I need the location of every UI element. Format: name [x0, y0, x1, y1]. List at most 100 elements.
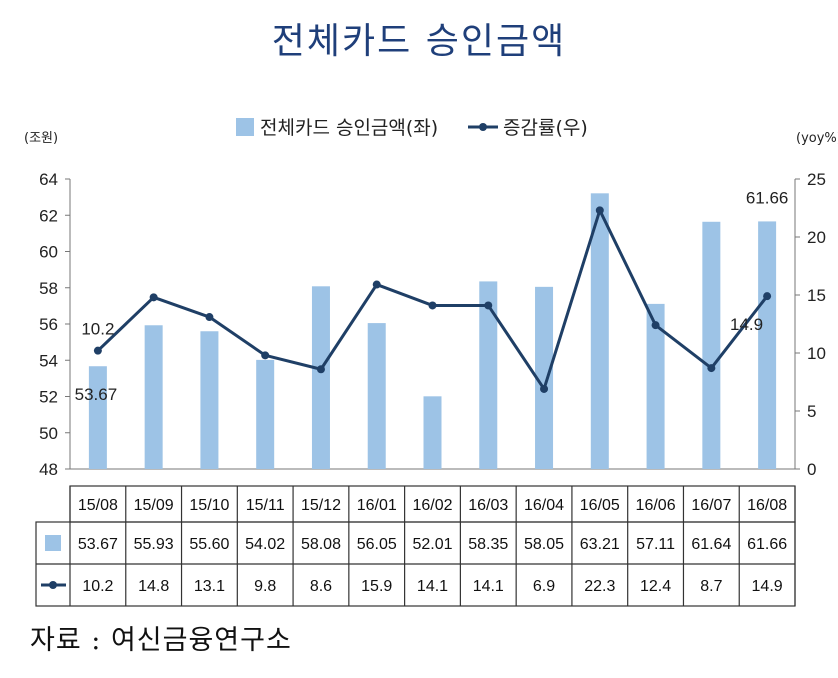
table-bar-value: 58.08 [301, 536, 341, 553]
table-bar-value: 53.67 [78, 536, 118, 553]
legend-line-marker [479, 123, 487, 131]
table-header-cell: 16/05 [580, 497, 620, 514]
table-header-cell: 16/06 [636, 497, 676, 514]
line-marker [707, 364, 716, 373]
left-tick-label: 58 [39, 279, 58, 298]
left-tick-label: 52 [39, 388, 58, 407]
legend-bar-label: 전체카드 승인금액(좌) [260, 117, 438, 139]
right-tick-label: 10 [807, 344, 826, 363]
data-table: 15/08 53.67 10.2 15/09 55.93 14.8 15/10 55.60 13… [35, 485, 796, 607]
table-line-value: 6.9 [533, 578, 555, 595]
bar [646, 303, 665, 469]
left-tick-label: 48 [39, 460, 58, 479]
data-label: 61.66 [746, 188, 789, 207]
table-bar-value: 54.02 [245, 536, 285, 553]
table-line-value: 9.8 [254, 578, 276, 595]
line-marker [316, 365, 325, 374]
source-note: 자료 : 여신금융연구소 [30, 625, 292, 656]
table-header-cell: 16/07 [691, 497, 731, 514]
line-marker [372, 280, 381, 289]
table-bar-value: 55.93 [134, 536, 174, 553]
right-tick-label: 15 [807, 286, 826, 305]
table-header-cell: 15/08 [78, 497, 118, 514]
table-bar-key [45, 535, 61, 551]
table-line-value: 15.9 [361, 578, 392, 595]
table-bar-value: 58.35 [468, 536, 508, 553]
table-line-value: 8.7 [700, 578, 722, 595]
bar [758, 221, 777, 469]
bar [144, 325, 163, 469]
table-line-key-marker [49, 581, 57, 589]
line-marker [763, 292, 772, 301]
data-labels: 53.67 61.66 10.2 14.9 [75, 188, 789, 404]
legend-bar-swatch [236, 118, 254, 136]
bar [590, 193, 609, 469]
chart-title: 전체카드 승인금액 [271, 21, 567, 62]
table-line-value: 14.9 [752, 578, 783, 595]
right-tick-label: 20 [807, 228, 826, 247]
table-bar-value: 61.66 [747, 536, 787, 553]
line-marker [93, 346, 102, 355]
table-header-cell: 15/11 [246, 497, 285, 514]
table-bar-value: 57.11 [636, 536, 675, 553]
bar [367, 323, 386, 469]
bar [702, 221, 721, 469]
table-header-cell: 16/03 [468, 497, 508, 514]
right-axis-unit: (yoy%) [796, 131, 838, 146]
table-header-cell: 16/08 [747, 497, 787, 514]
table-header-cell: 16/02 [412, 497, 452, 514]
left-tick-label: 62 [39, 206, 58, 225]
bar [88, 366, 107, 469]
line-marker [540, 384, 549, 393]
data-label: 14.9 [730, 315, 763, 334]
table-header-cell: 16/04 [524, 497, 564, 514]
table-line-value: 10.2 [82, 578, 113, 595]
bar [423, 396, 442, 469]
table-line-value: 14.1 [417, 578, 448, 595]
table-line-value: 14.8 [138, 578, 169, 595]
line-marker [261, 351, 270, 360]
bar [256, 359, 275, 469]
right-tick-label: 0 [807, 460, 816, 479]
table-bar-value: 61.64 [691, 536, 731, 553]
right-tick-label: 25 [807, 170, 826, 189]
bar [311, 286, 330, 469]
table-bar-value: 63.21 [580, 536, 620, 553]
bar [200, 331, 219, 469]
line-path [96, 208, 769, 391]
table-bar-value: 58.05 [524, 536, 564, 553]
table-header-cell: 15/12 [301, 497, 341, 514]
table-line-value: 22.3 [584, 578, 615, 595]
table-bar-value: 55.60 [189, 536, 229, 553]
right-tick-label: 5 [807, 402, 816, 421]
line-marker [205, 313, 214, 322]
table-line-value: 14.1 [473, 578, 504, 595]
left-tick-label: 50 [39, 424, 58, 443]
legend: 전체카드 승인금액(좌) 증감률(우) [236, 117, 588, 139]
left-tick-label: 60 [39, 243, 58, 262]
left-tick-label: 56 [39, 315, 58, 334]
left-tick-label: 54 [39, 351, 58, 370]
left-axis-unit: (조원) [24, 131, 58, 146]
table-bar-value: 52.01 [412, 536, 452, 553]
table-header-cell: 15/10 [189, 497, 229, 514]
table-header-cell: 15/09 [134, 497, 174, 514]
table-line-value: 13.1 [194, 578, 225, 595]
table-header-cell: 16/01 [357, 497, 397, 514]
bar-series [88, 193, 777, 469]
left-tick-label: 64 [39, 170, 58, 189]
legend-line-label: 증감률(우) [503, 117, 588, 139]
data-label: 53.67 [75, 385, 118, 404]
bar [479, 281, 498, 469]
axes: (조원) (yoy%) 48 50 52 54 56 58 60 62 64 0 5 10 15 20 25 [24, 131, 838, 479]
table-line-value: 8.6 [310, 578, 332, 595]
table-bar-value: 56.05 [357, 536, 397, 553]
line-marker [484, 301, 493, 310]
line-marker [651, 321, 660, 330]
line-marker [428, 301, 437, 310]
line-series [93, 206, 772, 393]
table-line-value: 12.4 [640, 578, 671, 595]
line-marker [595, 206, 604, 215]
bar [535, 286, 554, 469]
